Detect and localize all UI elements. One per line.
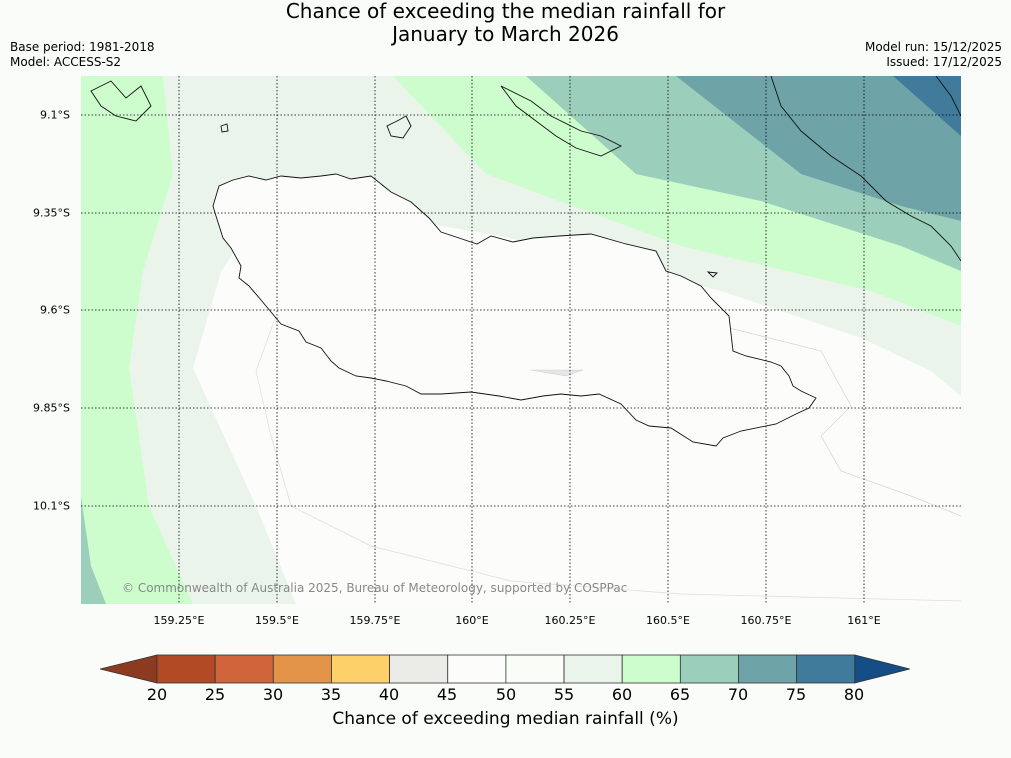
- colorbar-tick: 70: [727, 685, 749, 704]
- colorbar-tick: 20: [146, 685, 168, 704]
- inner-contour-south: [255, 315, 961, 602]
- region-65-70-sw: [81, 496, 106, 604]
- lon-label-160-25: 160.25°E: [544, 614, 596, 627]
- title-line-1: Chance of exceeding the median rainfall …: [285, 0, 726, 23]
- colorbar-segment: [679, 654, 739, 684]
- lon-label-160-5: 160.5°E: [646, 614, 690, 627]
- colorbar-tick: 80: [843, 685, 865, 704]
- colorbar-tick: 65: [669, 685, 691, 704]
- colorbar-tick: 35: [320, 685, 342, 704]
- region-60-65-west: [81, 76, 193, 604]
- colorbar-segment: [100, 654, 158, 684]
- northwest-islands: [90, 80, 152, 122]
- colorbar-tick: 60: [611, 685, 633, 704]
- lat-label-9-1: 9.1°S: [40, 108, 70, 122]
- florida-islands: [500, 85, 623, 157]
- colorbar-tick: 75: [785, 685, 807, 704]
- meta-right: Model run: 15/12/2025 Issued: 17/12/2025: [865, 40, 1002, 70]
- model-name: Model: ACCESS-S2: [10, 55, 122, 69]
- model-run: Model run: 15/12/2025: [864, 40, 1002, 54]
- colorbar-segment: [854, 654, 910, 684]
- colorbar-segment: [505, 654, 565, 684]
- small-island: [386, 115, 412, 139]
- colorbar-tick: 55: [553, 685, 575, 704]
- title-line-2: January to March 2026: [392, 22, 619, 46]
- lon-label-159-5: 159.5°E: [255, 614, 299, 627]
- colorbar-tick: 25: [204, 685, 226, 704]
- colorbar-segment: [563, 654, 623, 684]
- map-title: Chance of exceeding the median rainfall …: [0, 0, 1011, 46]
- colorbar-label: Chance of exceeding median rainfall (%): [332, 709, 679, 729]
- lon-label-159-25: 159.25°E: [153, 614, 205, 627]
- lat-label-9-85: 9.85°S: [33, 401, 70, 415]
- graticule: [81, 76, 961, 604]
- colorbar-tick: 45: [436, 685, 458, 704]
- map-canvas: [81, 76, 961, 604]
- colorbar-segment: [447, 654, 507, 684]
- issued-date: Issued: 17/12/2025: [886, 55, 1002, 69]
- lat-label-9-35: 9.35°S: [33, 206, 70, 220]
- base-period: Base period: 1981-2018: [10, 40, 155, 54]
- region-75-80: [893, 76, 961, 136]
- meta-left: Base period: 1981-2018 Model: ACCESS-S2: [10, 40, 155, 70]
- lon-label-161: 161°E: [847, 614, 881, 627]
- colorbar-tick: 30: [262, 685, 284, 704]
- islet: [220, 123, 229, 133]
- malaita-coastline: [770, 76, 961, 262]
- colorbar-segment: [156, 654, 216, 684]
- islet-east: [706, 271, 718, 278]
- colorbar-tick: 50: [495, 685, 517, 704]
- lon-label-160-75: 160.75°E: [740, 614, 792, 627]
- copyright-notice: © Commonwealth of Australia 2025, Bureau…: [122, 581, 628, 595]
- lon-label-160: 160°E: [455, 614, 489, 627]
- lat-label-9-6: 9.6°S: [40, 303, 70, 317]
- colorbar-segment: [796, 654, 856, 684]
- colorbar-segment: [272, 654, 332, 684]
- colorbar: [100, 654, 910, 684]
- forecast-map: [81, 76, 961, 604]
- lon-label-159-75: 159.75°E: [349, 614, 401, 627]
- colorbar-segment: [331, 654, 390, 684]
- region-70-75: [676, 76, 961, 221]
- ne-coastline: [935, 76, 961, 117]
- colorbar-segment: [738, 654, 798, 684]
- colorbar-segment: [621, 654, 681, 684]
- lat-label-10-1: 10.1°S: [33, 499, 70, 513]
- colorbar-tick: 40: [378, 685, 400, 704]
- colorbar-segment: [214, 654, 274, 684]
- colorbar-segment: [389, 654, 449, 684]
- island-coastline: [212, 173, 817, 447]
